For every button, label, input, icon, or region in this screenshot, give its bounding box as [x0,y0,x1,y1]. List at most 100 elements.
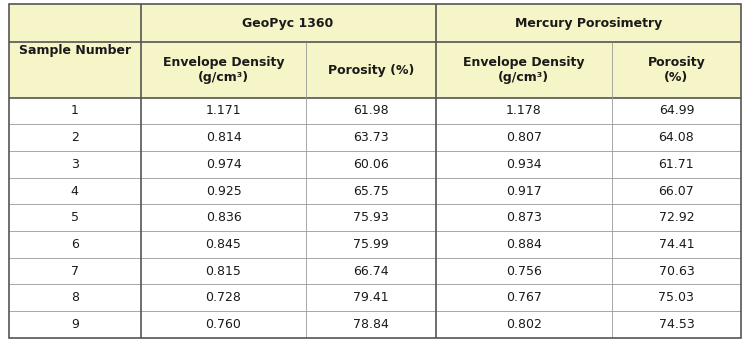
Bar [140,178,307,205]
Text: 64.99: 64.99 [658,104,694,117]
Bar [612,42,741,97]
Text: 70.63: 70.63 [658,265,694,278]
Text: 75.93: 75.93 [353,211,389,224]
Bar [140,258,307,285]
Text: 72.92: 72.92 [658,211,694,224]
Bar [307,42,436,97]
Text: Envelope Density
(g/cm³): Envelope Density (g/cm³) [163,56,284,84]
Bar [9,178,140,205]
Text: 8: 8 [70,291,79,304]
Bar [612,311,741,338]
Text: 0.845: 0.845 [206,238,242,251]
Text: 5: 5 [70,211,79,224]
Text: Porosity (%): Porosity (%) [328,64,414,77]
Bar [436,42,612,97]
Text: 75.99: 75.99 [353,238,389,251]
Bar [612,97,741,124]
Text: 64.08: 64.08 [658,131,694,144]
Bar [9,4,140,97]
Text: 0.873: 0.873 [506,211,542,224]
Text: 0.767: 0.767 [506,291,542,304]
Text: 1.171: 1.171 [206,104,242,117]
Text: 0.815: 0.815 [206,265,242,278]
Bar [436,4,741,42]
Bar [612,151,741,178]
Text: 0.756: 0.756 [506,265,542,278]
Bar [307,285,436,311]
Text: 0.917: 0.917 [506,185,542,198]
Bar [307,151,436,178]
Text: 0.728: 0.728 [206,291,242,304]
Text: 0.802: 0.802 [506,318,542,331]
Bar [9,285,140,311]
Text: 74.53: 74.53 [658,318,694,331]
Bar [140,4,436,42]
Bar [140,205,307,231]
Bar [612,124,741,151]
Text: 1: 1 [70,104,79,117]
Bar [436,285,612,311]
Bar [307,231,436,258]
Text: Sample Number: Sample Number [19,44,130,57]
Text: 0.925: 0.925 [206,185,242,198]
Bar [436,231,612,258]
Bar [436,311,612,338]
Text: 78.84: 78.84 [353,318,389,331]
Bar [307,311,436,338]
Bar [9,124,140,151]
Text: 2: 2 [70,131,79,144]
Bar [436,178,612,205]
Bar [612,205,741,231]
Bar [9,311,140,338]
Bar [307,258,436,285]
Bar [9,97,140,124]
Bar [307,97,436,124]
Text: Mercury Porosimetry: Mercury Porosimetry [514,17,662,30]
Bar [307,178,436,205]
Bar [9,151,140,178]
Bar [436,205,612,231]
Text: 0.934: 0.934 [506,158,542,171]
Bar [9,258,140,285]
Bar [436,124,612,151]
Bar [140,285,307,311]
Bar [140,231,307,258]
Bar [9,205,140,231]
Text: 79.41: 79.41 [353,291,389,304]
Text: Porosity
(%): Porosity (%) [647,56,705,84]
Text: 4: 4 [70,185,79,198]
Text: 0.884: 0.884 [506,238,542,251]
Text: 61.98: 61.98 [353,104,389,117]
Text: 74.41: 74.41 [658,238,694,251]
Text: 60.06: 60.06 [353,158,389,171]
Text: 63.73: 63.73 [353,131,389,144]
Text: GeoPyc 1360: GeoPyc 1360 [242,17,334,30]
Bar [9,231,140,258]
Bar [612,285,741,311]
Text: 3: 3 [70,158,79,171]
Text: 0.974: 0.974 [206,158,242,171]
Bar [436,151,612,178]
Text: 65.75: 65.75 [353,185,389,198]
Bar [307,205,436,231]
Bar [140,311,307,338]
Text: Envelope Density
(g/cm³): Envelope Density (g/cm³) [463,56,584,84]
Text: 0.807: 0.807 [506,131,542,144]
Text: 0.814: 0.814 [206,131,242,144]
Bar [612,258,741,285]
Text: 66.74: 66.74 [353,265,389,278]
Bar [140,124,307,151]
Text: 75.03: 75.03 [658,291,694,304]
Bar [140,97,307,124]
Bar [436,258,612,285]
Text: 66.07: 66.07 [658,185,694,198]
Text: 0.760: 0.760 [206,318,242,331]
Bar [140,42,307,97]
Bar [436,97,612,124]
Text: 0.836: 0.836 [206,211,242,224]
Text: 61.71: 61.71 [658,158,694,171]
Bar [140,151,307,178]
Text: 1.178: 1.178 [506,104,542,117]
Text: 6: 6 [70,238,79,251]
Text: 9: 9 [70,318,79,331]
